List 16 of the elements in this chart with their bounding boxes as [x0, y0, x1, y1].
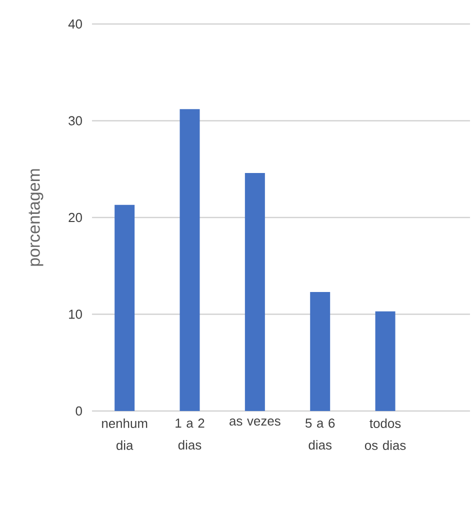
y-tick-label: 30	[68, 116, 82, 126]
bar	[244, 172, 265, 411]
y-tick-label: 0	[76, 406, 82, 416]
x-tick-label: nenhum dia	[102, 418, 148, 450]
y-tick-label: 20	[68, 212, 82, 222]
bar	[375, 311, 396, 411]
x-tick-label: as vezes	[230, 418, 280, 426]
x-tick-label: 1 a 2 dias	[176, 418, 204, 450]
bar	[180, 109, 200, 411]
y-tick-label: 40	[68, 19, 82, 29]
x-tick-label: todos os dias	[364, 418, 406, 450]
bar	[114, 204, 135, 411]
x-tick-label: 5 a 6 dias	[306, 418, 335, 450]
bar	[310, 292, 330, 411]
y-tick-label: 10	[69, 310, 82, 319]
y-axis-title: porcentagem	[28, 169, 44, 266]
